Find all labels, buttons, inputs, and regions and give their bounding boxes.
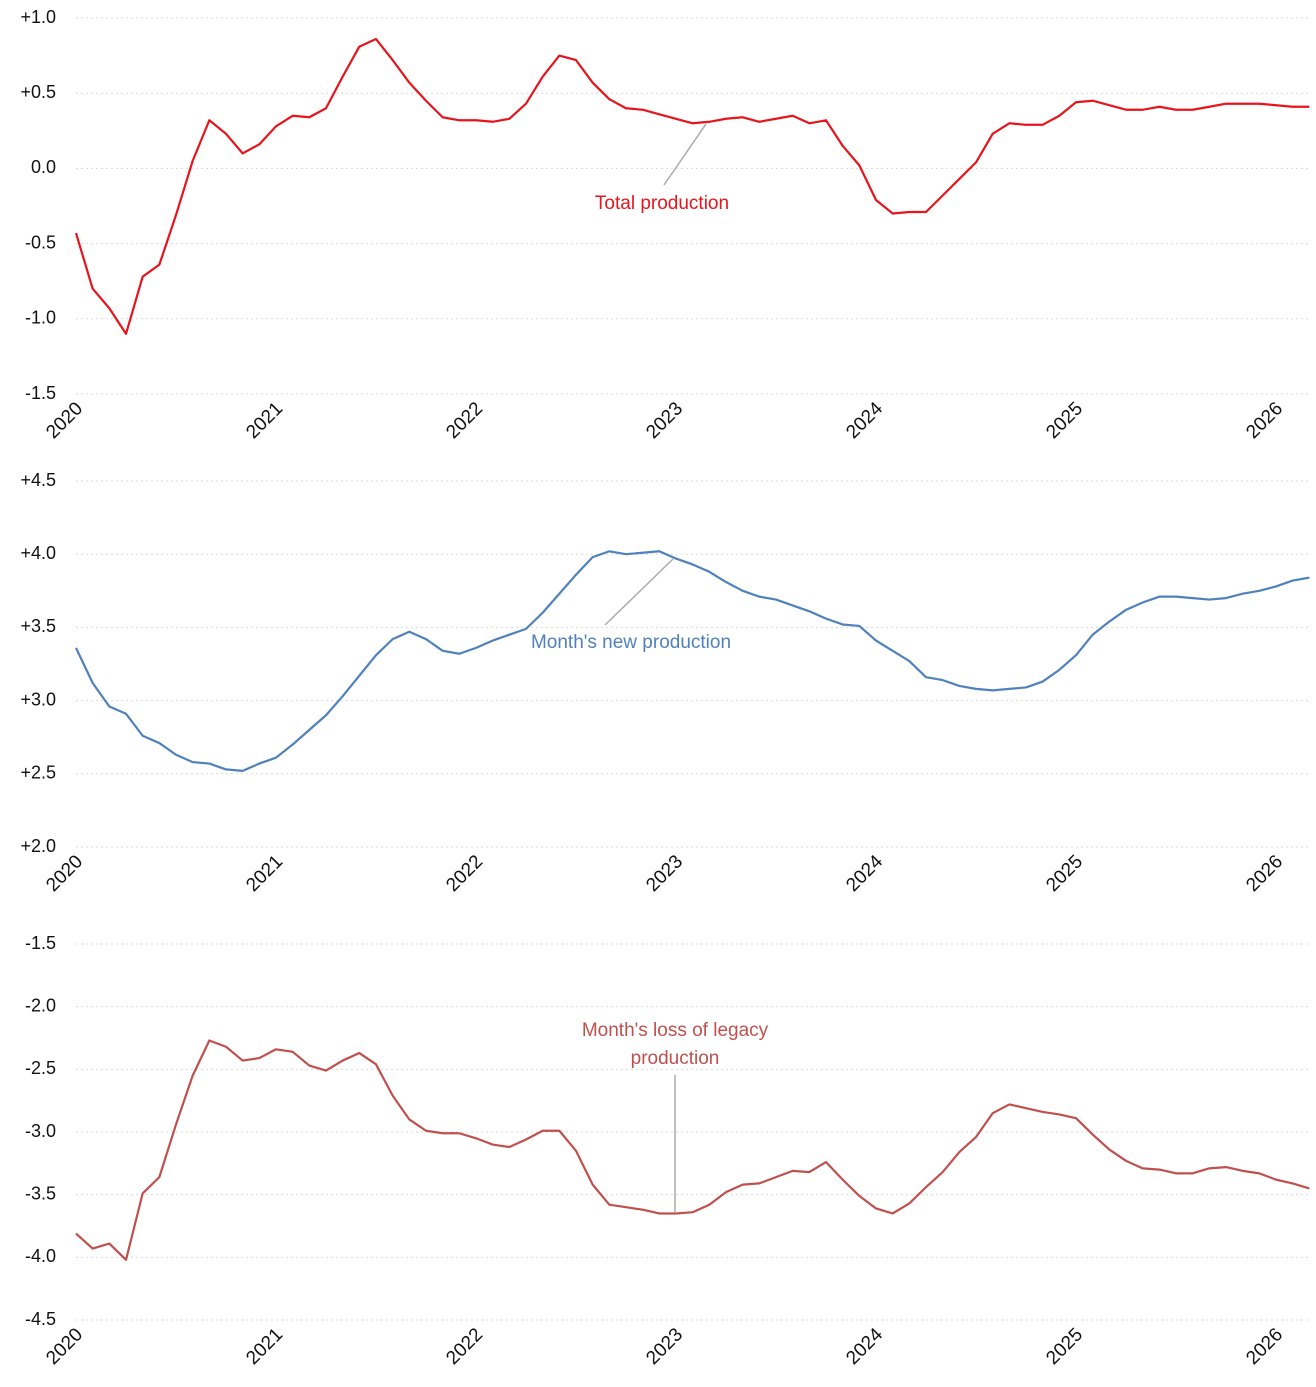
x-tick-label: 2023: [642, 1324, 687, 1369]
x-tick-label: 2020: [42, 398, 87, 443]
y-tick-label: +1.0: [20, 7, 56, 27]
line: [75, 1039, 1310, 1261]
x-tick-label: 2023: [642, 851, 687, 896]
y-tick-label: -2.5: [25, 1058, 56, 1078]
annotation-leader: [663, 123, 707, 186]
x-tick-label: 2023: [642, 398, 687, 443]
x-tick-label: 2020: [42, 1324, 87, 1369]
y-tick-label: -1.5: [25, 383, 56, 403]
y-tick-label: -4.0: [25, 1246, 56, 1266]
y-tick-label: +2.0: [20, 836, 56, 856]
y-tick-label: +2.5: [20, 763, 56, 783]
y-tick-label: +4.5: [20, 470, 56, 490]
x-tick-label: 2024: [842, 851, 887, 896]
y-tick-label: +3.0: [20, 689, 56, 709]
x-tick-label: 2022: [442, 851, 487, 896]
annotation: Month's new production: [531, 632, 731, 653]
y-tick-label: -3.0: [25, 1121, 56, 1141]
x-tick-label: 2026: [1242, 1324, 1287, 1369]
y-tick-label: -2.0: [25, 995, 56, 1015]
y-tick-label: -1.0: [25, 308, 56, 328]
annotation: Month's loss of legacy: [582, 1020, 769, 1041]
x-tick-label: 2020: [42, 851, 87, 896]
y-tick-label: -4.5: [25, 1309, 56, 1329]
x-tick-label: 2024: [842, 398, 887, 443]
x-tick-label: 2025: [1042, 851, 1087, 896]
y-tick-label: -1.5: [25, 933, 56, 953]
annotation: Total production: [595, 193, 729, 214]
y-tick-label: -0.5: [25, 232, 56, 252]
y-tick-label: -3.5: [25, 1183, 56, 1203]
x-tick-label: 2022: [442, 398, 487, 443]
x-tick-label: 2021: [242, 1324, 287, 1369]
x-tick-label: 2021: [242, 398, 287, 443]
y-tick-label: +4.0: [20, 543, 56, 563]
line: [75, 550, 1310, 772]
x-tick-label: 2025: [1042, 398, 1087, 443]
x-tick-label: 2026: [1242, 851, 1287, 896]
y-tick-label: +0.5: [20, 82, 56, 102]
x-tick-label: 2026: [1242, 398, 1287, 443]
annotation-leader: [604, 558, 674, 626]
x-tick-label: 2024: [842, 1324, 887, 1369]
x-tick-label: 2021: [242, 851, 287, 896]
y-tick-label: +3.5: [20, 616, 56, 636]
x-tick-label: 2022: [442, 1324, 487, 1369]
annotation: production: [631, 1048, 720, 1069]
x-tick-label: 2025: [1042, 1324, 1087, 1369]
y-tick-label: 0.0: [31, 157, 56, 177]
line: [74, 37, 1310, 335]
